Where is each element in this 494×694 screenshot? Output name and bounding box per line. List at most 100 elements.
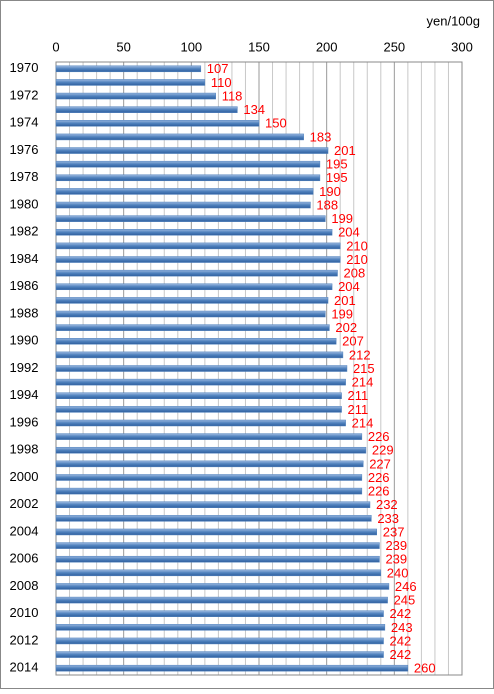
bar (55, 147, 329, 154)
bar (55, 65, 202, 73)
value-label: 245 (394, 593, 416, 608)
value-label: 226 (368, 484, 390, 499)
value-label: 201 (334, 293, 356, 308)
bar (55, 569, 382, 577)
bar (55, 419, 346, 427)
bar (55, 433, 363, 440)
y-tick-label: 2010 (10, 605, 39, 620)
value-label: 190 (319, 184, 341, 199)
value-label: 199 (331, 306, 353, 321)
bar (55, 269, 338, 277)
value-label: 199 (331, 211, 353, 226)
value-label: 237 (383, 524, 405, 539)
bar (55, 242, 341, 250)
bar (55, 446, 367, 454)
value-label: 208 (343, 266, 365, 281)
bar (55, 297, 329, 304)
unit-label: yen/100g (427, 13, 481, 28)
bar (55, 610, 384, 617)
bar (55, 120, 260, 127)
bar (55, 174, 321, 182)
value-label: 211 (348, 388, 369, 403)
value-label: 233 (377, 511, 399, 526)
x-tick-label: 200 (316, 39, 338, 54)
x-tick-label: 250 (383, 39, 405, 54)
value-label: 242 (390, 606, 412, 621)
bar (55, 256, 341, 263)
bar (55, 160, 321, 168)
value-label: 212 (349, 347, 371, 362)
y-tick-label: 1970 (10, 60, 39, 75)
value-label: 195 (326, 170, 348, 185)
value-label: 227 (369, 456, 391, 471)
y-tick-label: 1976 (10, 142, 39, 157)
bar (55, 310, 326, 318)
value-label: 201 (334, 143, 356, 158)
x-tick-label: 150 (248, 39, 270, 54)
value-label: 202 (335, 320, 357, 335)
bar (55, 637, 384, 645)
value-label: 240 (387, 565, 409, 580)
bar (55, 133, 304, 141)
value-label: 260 (414, 661, 436, 676)
bar (55, 392, 342, 399)
x-tick-label: 50 (116, 39, 130, 54)
bar (55, 528, 377, 536)
y-tick-label: 2000 (10, 469, 39, 484)
bar (55, 92, 216, 100)
value-label: 110 (211, 75, 232, 90)
y-tick-label: 1980 (10, 196, 39, 211)
bar (55, 651, 384, 658)
y-tick-label: 1978 (10, 169, 39, 184)
bar (55, 542, 380, 549)
x-tick-label: 0 (52, 39, 59, 54)
value-label: 215 (353, 361, 375, 376)
y-tick-label: 1972 (10, 87, 39, 102)
bar (55, 501, 371, 508)
y-tick-label: 1998 (10, 442, 39, 457)
bar (55, 365, 348, 372)
value-label: 210 (346, 252, 368, 267)
bar (55, 201, 311, 209)
y-tick-label: 1986 (10, 278, 39, 293)
value-label: 195 (326, 157, 348, 172)
value-label: 229 (372, 443, 394, 458)
value-label: 207 (342, 334, 364, 349)
bar (55, 664, 409, 672)
bar (55, 555, 380, 563)
y-tick-label: 2006 (10, 551, 39, 566)
bar (55, 324, 330, 331)
y-tick-label: 2008 (10, 578, 39, 593)
y-tick-label: 1974 (10, 115, 39, 130)
value-label: 150 (265, 116, 287, 131)
bar (55, 474, 363, 481)
bar (55, 583, 390, 590)
value-label: 107 (207, 61, 229, 76)
y-tick-label: 1990 (10, 333, 39, 348)
value-label: 134 (243, 102, 265, 117)
bar (55, 338, 337, 345)
bar (55, 624, 386, 631)
value-label: 118 (222, 88, 243, 103)
bar (55, 79, 206, 86)
y-tick-label: 1996 (10, 414, 39, 429)
value-label: 242 (390, 633, 412, 648)
value-label: 226 (368, 470, 390, 485)
value-label: 243 (391, 620, 413, 635)
value-label: 183 (310, 129, 332, 144)
value-label: 239 (385, 538, 407, 553)
y-tick-label: 1992 (10, 360, 39, 375)
bar (55, 106, 238, 113)
bar (55, 215, 326, 222)
value-label: 214 (352, 415, 374, 430)
value-label: 226 (368, 429, 390, 444)
x-tick-label: 100 (180, 39, 202, 54)
y-tick-label: 2012 (10, 632, 39, 647)
bar (55, 460, 364, 468)
bar (55, 596, 388, 604)
value-label: 204 (338, 225, 360, 240)
bar (55, 283, 333, 291)
y-tick-label: 1988 (10, 305, 39, 320)
bar (55, 351, 344, 359)
